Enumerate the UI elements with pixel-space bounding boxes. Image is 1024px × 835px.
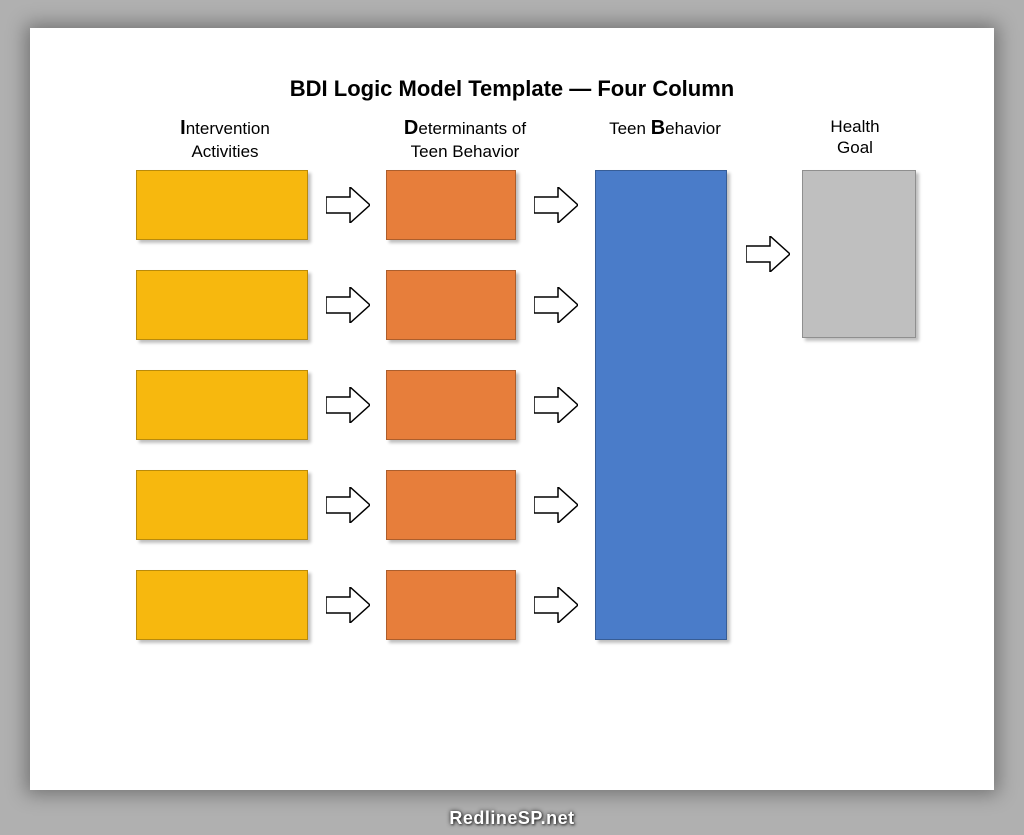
column-header-goal: Health Goal bbox=[785, 116, 925, 159]
behavior-box bbox=[595, 170, 727, 640]
arrow-icon bbox=[326, 587, 370, 623]
intervention-box bbox=[136, 570, 308, 640]
arrow-icon bbox=[746, 236, 790, 272]
watermark-text: RedlineSP.net bbox=[0, 808, 1024, 829]
column-header-determinants: Determinants of Teen Behavior bbox=[375, 116, 555, 162]
arrow-icon bbox=[326, 187, 370, 223]
determinant-box bbox=[386, 370, 516, 440]
goal-box bbox=[802, 170, 916, 338]
arrow-icon bbox=[534, 587, 578, 623]
intervention-box bbox=[136, 270, 308, 340]
arrow-icon bbox=[534, 287, 578, 323]
arrow-icon bbox=[534, 187, 578, 223]
determinant-box bbox=[386, 470, 516, 540]
determinant-box bbox=[386, 170, 516, 240]
paper-frame: BDI Logic Model Template — Four Column I… bbox=[30, 28, 994, 790]
intervention-box bbox=[136, 170, 308, 240]
arrow-icon bbox=[534, 487, 578, 523]
intervention-box bbox=[136, 370, 308, 440]
column-header-intervention: Intervention Activities bbox=[135, 116, 315, 162]
determinant-box bbox=[386, 270, 516, 340]
arrow-icon bbox=[326, 487, 370, 523]
column-header-behavior: Teen Behavior bbox=[585, 116, 745, 141]
intervention-box bbox=[136, 470, 308, 540]
determinant-box bbox=[386, 570, 516, 640]
arrow-icon bbox=[326, 287, 370, 323]
arrow-icon bbox=[326, 387, 370, 423]
arrow-icon bbox=[534, 387, 578, 423]
diagram-title: BDI Logic Model Template — Four Column bbox=[30, 76, 994, 102]
